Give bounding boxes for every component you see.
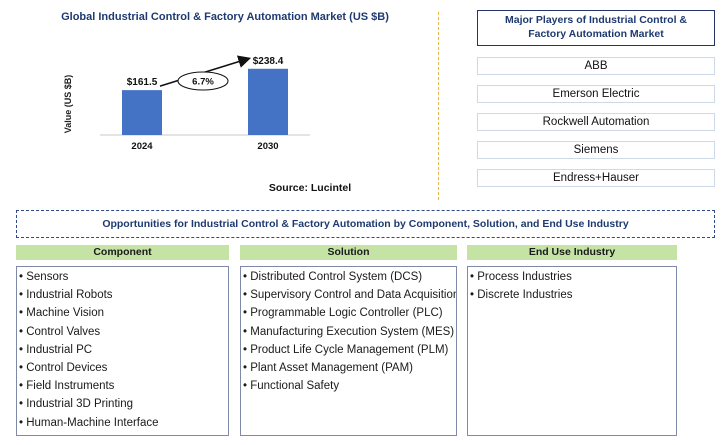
end-use-list-box: Process Industries Discrete Industries: [467, 266, 677, 436]
component-header: Component: [16, 245, 229, 260]
solution-list-box: Distributed Control System (DCS) Supervi…: [240, 266, 457, 436]
growth-ellipse: [177, 71, 229, 91]
x-tick-label-2024: 2024: [131, 141, 153, 152]
list-item: Distributed Control System (DCS): [243, 268, 456, 286]
list-item: Plant Asset Management (PAM): [243, 359, 456, 377]
market-bar-chart: Value (US $B) $161.5 2024 $238.4 2030 6.7%: [63, 55, 310, 152]
chart-title: Global Industrial Control & Factory Auto…: [61, 11, 389, 23]
list-item: Industrial 3D Printing: [19, 395, 228, 413]
growth-annotation: 6.7%: [159, 55, 252, 91]
list-item: Control Valves: [19, 323, 228, 341]
chart-source: Source: Lucintel: [268, 182, 352, 194]
data-label-2024: $161.5: [127, 77, 158, 88]
list-item: Field Instruments: [19, 377, 228, 395]
player-item: Rockwell Automation: [477, 113, 715, 131]
growth-rate-label: 6.7%: [192, 77, 214, 88]
list-item: Programmable Logic Controller (PLC): [243, 304, 456, 322]
player-item: Emerson Electric: [477, 85, 715, 103]
component-list-box: Sensors Industrial Robots Machine Vision…: [16, 266, 229, 436]
solution-header: Solution: [240, 245, 457, 260]
list-item: Industrial PC: [19, 341, 228, 359]
list-item: Supervisory Control and Data Acquisition: [243, 286, 456, 304]
player-item: ABB: [477, 57, 715, 75]
opportunities-title: Opportunities for Industrial Control & F…: [16, 210, 715, 238]
list-item: Machine Vision: [19, 304, 228, 322]
list-item: Manufacturing Execution System (MES): [243, 323, 456, 341]
section-divider: [438, 12, 439, 200]
end-use-header: End Use Industry: [467, 245, 677, 260]
player-item: Siemens: [477, 141, 715, 159]
list-item: Discrete Industries: [470, 286, 676, 304]
list-item: Sensors: [19, 268, 228, 286]
bar-2024: [122, 90, 162, 135]
list-item: Industrial Robots: [19, 286, 228, 304]
player-item: Endress+Hauser: [477, 169, 715, 187]
y-axis-label: Value (US $B): [63, 75, 73, 134]
list-item: Process Industries: [470, 268, 676, 286]
list-item: Human-Machine Interface: [19, 414, 228, 432]
list-item: Functional Safety: [243, 377, 456, 395]
x-tick-label-2030: 2030: [257, 141, 278, 152]
data-label-2030: $238.4: [253, 56, 284, 67]
bar-2030: [248, 68, 288, 135]
players-title: Major Players of Industrial Control & Fa…: [477, 10, 715, 46]
list-item: Product Life Cycle Management (PLM): [243, 341, 456, 359]
list-item: Control Devices: [19, 359, 228, 377]
